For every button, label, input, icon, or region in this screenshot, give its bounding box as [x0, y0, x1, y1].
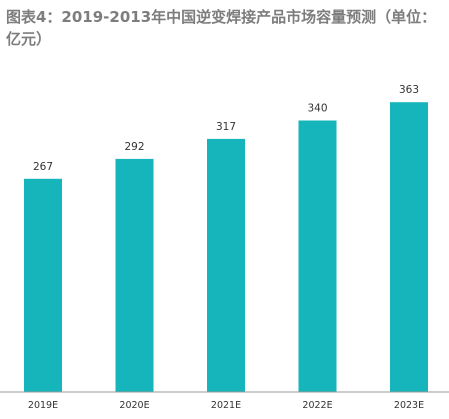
bars-layer: [24, 102, 428, 392]
bar-2020E: [115, 158, 154, 392]
x-tick-label-2020E: 2020E: [119, 400, 149, 411]
bar-2023E: [390, 102, 428, 392]
data-label-2023E: 363: [399, 84, 419, 96]
bar-2021E: [207, 138, 245, 392]
x-tick-label-2021E: 2021E: [211, 400, 241, 411]
bar-2022E: [298, 120, 337, 392]
data-label-2020E: 292: [124, 141, 144, 153]
data-label-2022E: 340: [307, 103, 327, 115]
x-tick-label-2023E: 2023E: [394, 400, 424, 411]
labels-layer: 267 2019E 292 2020E 317 2021E 340 2022E 363 2023E: [28, 84, 424, 411]
x-tick-label-2019E: 2019E: [28, 400, 58, 411]
data-label-2021E: 317: [216, 121, 236, 133]
chart-title: 图表4：2019-2013年中国逆变焊接产品市场容量预测（单位：亿元）: [6, 8, 437, 48]
bar-2019E: [24, 178, 62, 392]
data-label-2019E: 267: [33, 161, 53, 173]
x-tick-label-2022E: 2022E: [302, 400, 332, 411]
